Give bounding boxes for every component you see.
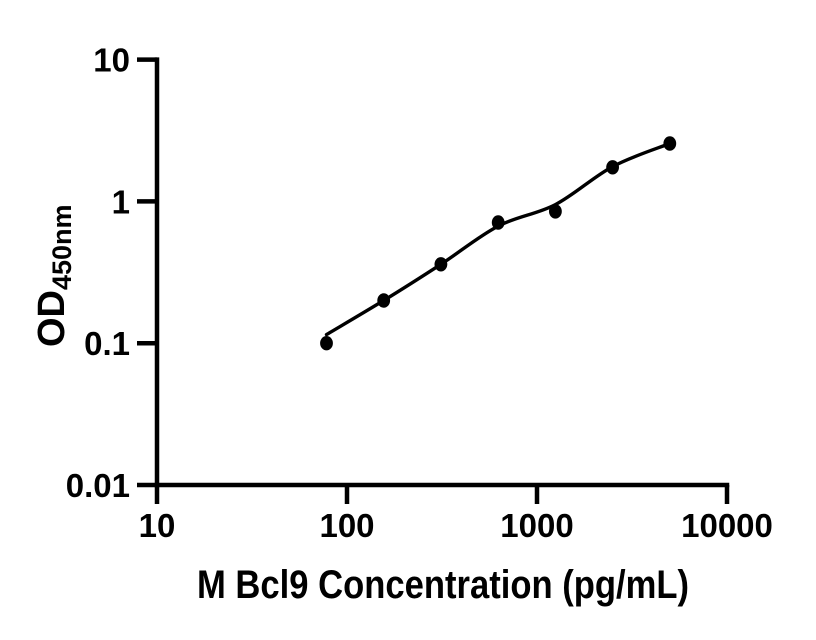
y-tick-label: 1	[112, 183, 130, 220]
data-point	[549, 204, 562, 219]
data-point	[320, 336, 333, 351]
y-axis-ticks	[137, 57, 157, 488]
x-tick-label: 1000	[500, 507, 573, 544]
x-axis-ticks	[154, 485, 730, 504]
y-tick-label: 0.01	[66, 467, 130, 504]
data-point	[606, 160, 619, 175]
y-axis-title-subscript: 450nm	[47, 204, 77, 290]
x-axis-title: M Bcl9 Concentration (pg/mL)	[197, 563, 689, 607]
y-axis-title: OD450nm	[31, 204, 77, 347]
fit-curve	[324, 141, 672, 337]
x-tick-label: 10	[139, 507, 176, 544]
y-axis-title-main: OD	[31, 290, 73, 347]
y-tick-label: 10	[93, 42, 130, 79]
data-point	[491, 215, 505, 230]
x-tick-label: 100	[319, 507, 374, 544]
data-point	[663, 136, 677, 151]
data-points	[320, 136, 677, 351]
data-point	[377, 293, 391, 308]
data-point	[434, 257, 448, 272]
x-axis: 10 100 1000 10000	[139, 482, 773, 544]
y-axis: 10 1 0.1 0.01	[66, 42, 160, 504]
y-tick-label: 0.1	[84, 325, 130, 362]
x-tick-label: 10000	[681, 507, 773, 544]
